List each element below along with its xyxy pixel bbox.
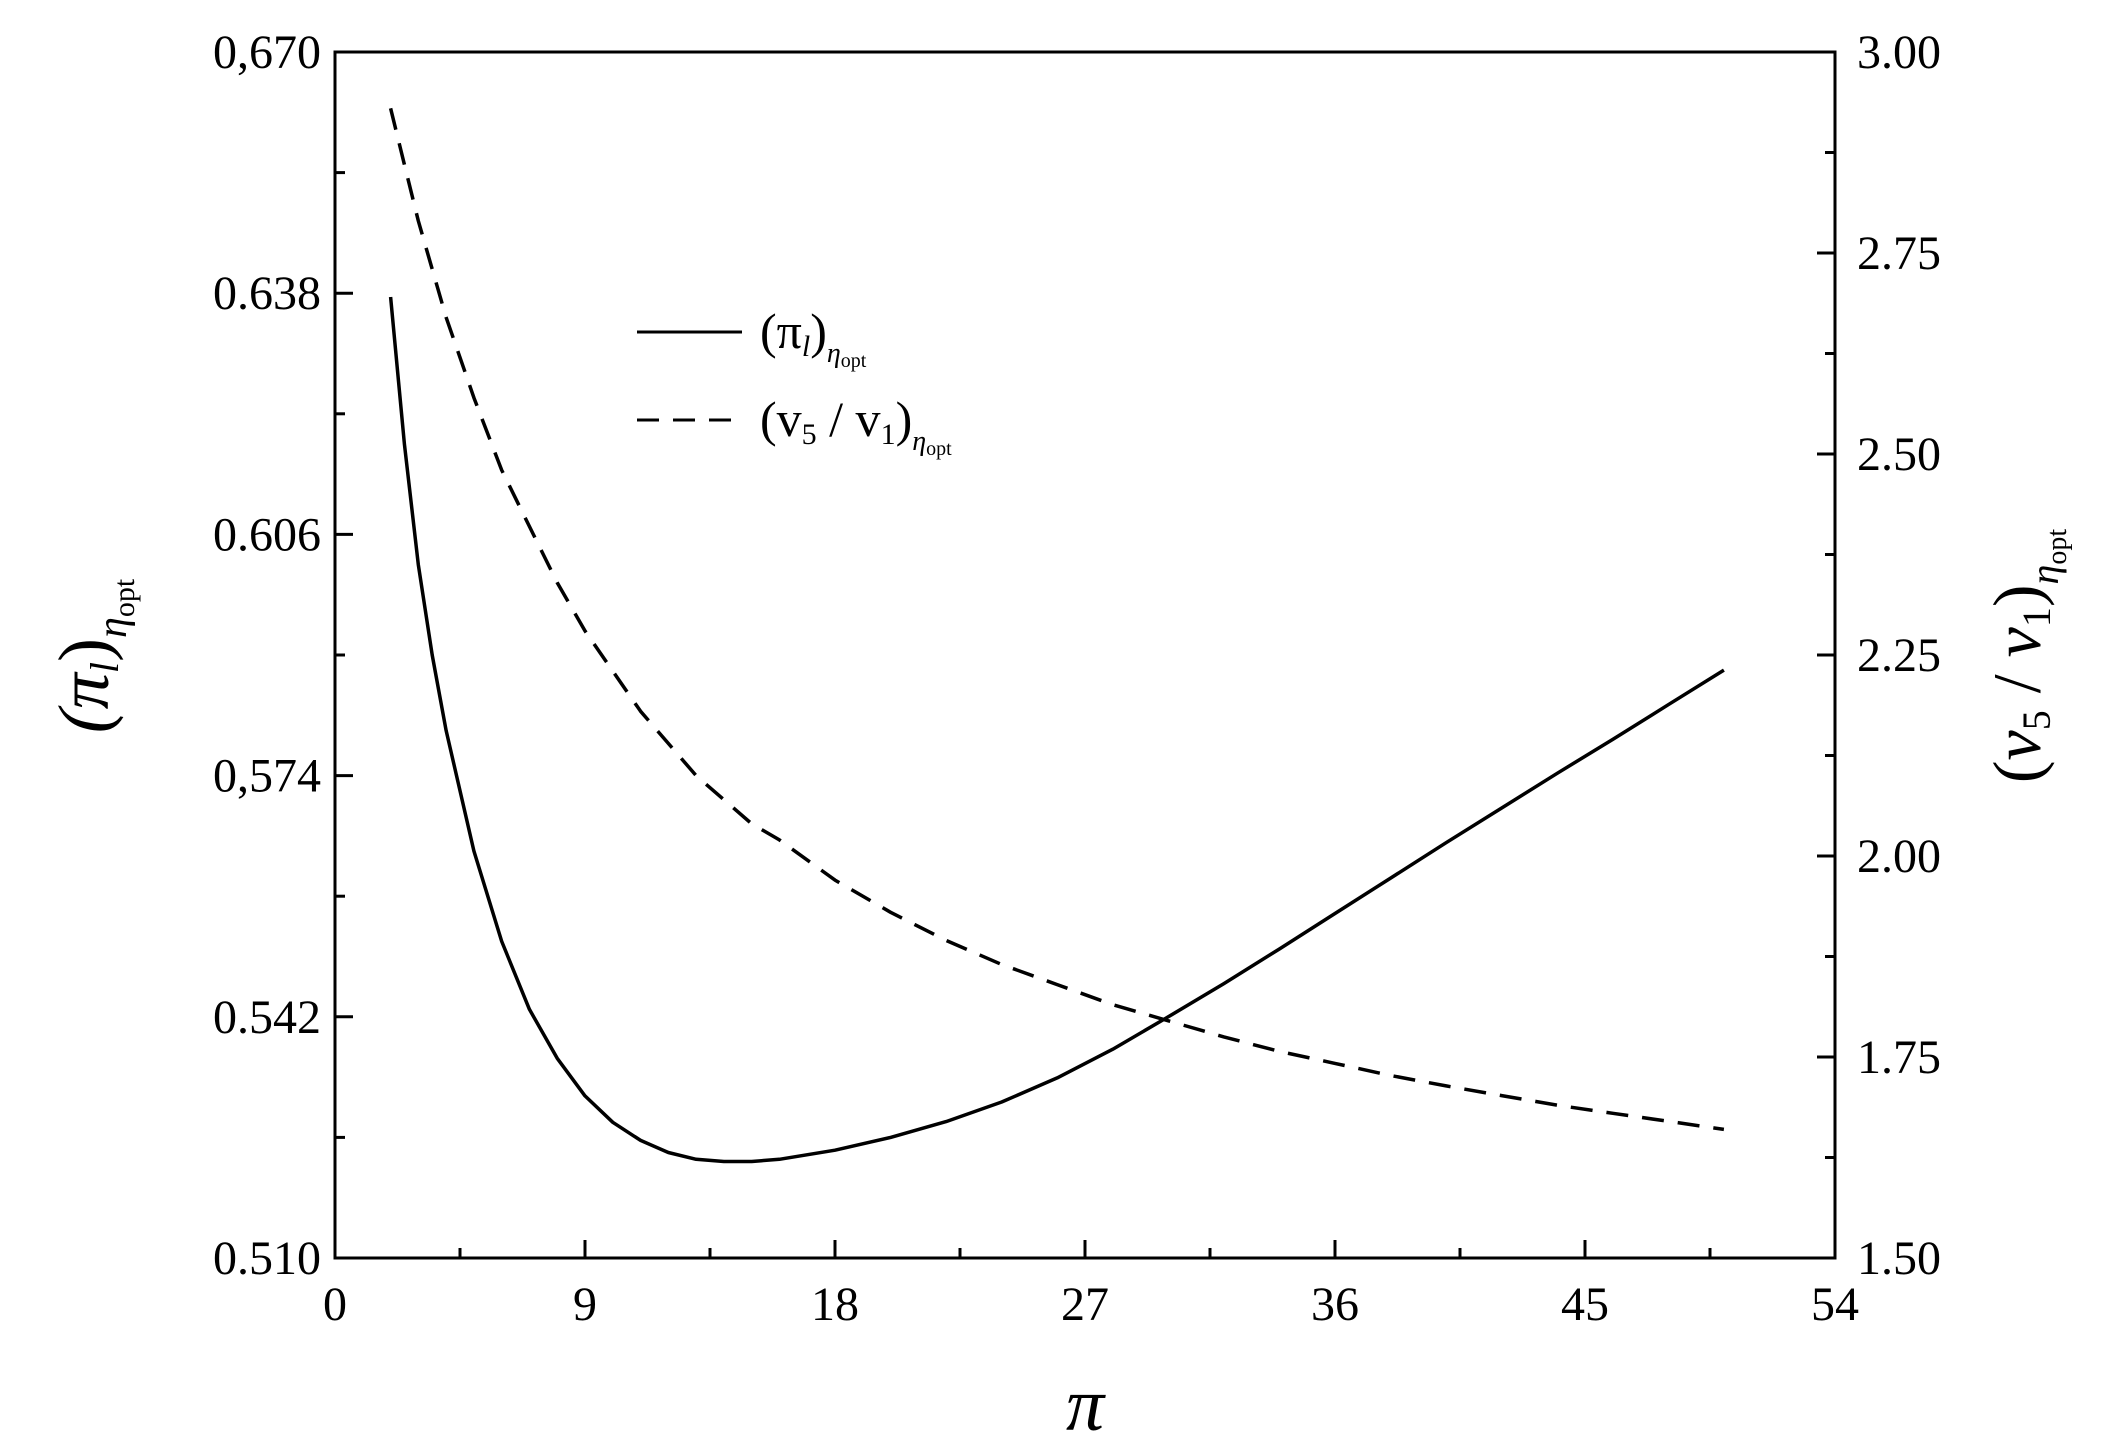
right-y-tick-label: 2.25 bbox=[1857, 629, 1941, 682]
x-tick-label: 54 bbox=[1811, 1278, 1859, 1331]
right-y-tick-label: 1.50 bbox=[1857, 1232, 1941, 1285]
series-line-v5-over-v1 bbox=[388, 107, 1725, 1132]
left-y-tick-label: 0.510 bbox=[213, 1232, 321, 1285]
right-y-tick-label: 2.00 bbox=[1857, 830, 1941, 883]
legend-entry-2: (v5 / v1)ηopt bbox=[760, 391, 952, 460]
right-axis-label-subscript: η bbox=[2022, 565, 2067, 585]
x-tick-label: 36 bbox=[1311, 1278, 1359, 1331]
left-y-tick-label: 0.542 bbox=[213, 991, 321, 1044]
left-axis-label-main: (π bbox=[44, 671, 124, 733]
x-tick-label: 9 bbox=[573, 1278, 597, 1331]
left-axis-label-close: ) bbox=[44, 638, 124, 662]
x-tick-label: 45 bbox=[1561, 1278, 1609, 1331]
left-axis-label: (πl)ηopt bbox=[44, 578, 141, 733]
left-y-tick-label: 0.606 bbox=[213, 508, 321, 561]
x-tick-label: 27 bbox=[1061, 1278, 1109, 1331]
x-axis-label: π bbox=[1066, 1363, 1106, 1447]
right-y-tick-label: 2.75 bbox=[1857, 227, 1941, 280]
x-tick-label: 0 bbox=[323, 1278, 347, 1331]
right-y-tick-label: 2.50 bbox=[1857, 428, 1941, 481]
right-y-tick-label: 1.75 bbox=[1857, 1031, 1941, 1084]
right-y-tick-label: 3.00 bbox=[1857, 26, 1941, 79]
right-y-axis-ticks: 1.50 1.75 2.00 2.25 2.50 2.75 3.00 bbox=[1817, 26, 1941, 1285]
left-axis-label-subscript: η bbox=[90, 617, 136, 638]
right-axis-label-v1: v bbox=[1979, 626, 2055, 657]
left-y-axis-ticks: 0.510 0.542 0,574 0.606 0.638 0,670 bbox=[213, 26, 353, 1285]
x-axis-ticks: 0 9 18 27 36 45 54 bbox=[323, 1240, 1859, 1331]
right-axis-label-open: ( bbox=[1979, 760, 2055, 783]
left-y-tick-label: 0.638 bbox=[213, 267, 321, 320]
right-axis-label-subscript-sub: opt bbox=[2042, 529, 2073, 565]
legend-entry-1: (πl)ηopt bbox=[760, 303, 867, 372]
left-axis-label-subscript-sub: opt bbox=[108, 578, 141, 617]
series-line-pi-l bbox=[388, 296, 1725, 1164]
right-axis-label-v1-sub: 1 bbox=[2014, 607, 2059, 627]
plot-frame bbox=[333, 50, 1837, 1260]
svg-text:(v5 / v1)ηopt: (v5 / v1)ηopt bbox=[1979, 529, 2073, 783]
right-axis-label-close: ) bbox=[1979, 585, 2055, 608]
svg-text:(πl)ηopt: (πl)ηopt bbox=[44, 578, 141, 733]
right-axis-label-v5-sub: 5 bbox=[2014, 710, 2059, 730]
right-axis-label: (v5 / v1)ηopt bbox=[1979, 529, 2073, 783]
left-axis-label-sub: l bbox=[82, 662, 127, 673]
right-axis-label-slash: / bbox=[1979, 657, 2055, 710]
left-y-tick-label: 0,670 bbox=[213, 26, 321, 79]
left-y-tick-label: 0,574 bbox=[213, 750, 321, 803]
legend: (πl)ηopt (v5 / v1)ηopt bbox=[637, 303, 952, 460]
series-layer bbox=[388, 107, 1725, 1164]
right-axis-label-v5: v bbox=[1979, 729, 2055, 760]
x-tick-label: 18 bbox=[811, 1278, 859, 1331]
